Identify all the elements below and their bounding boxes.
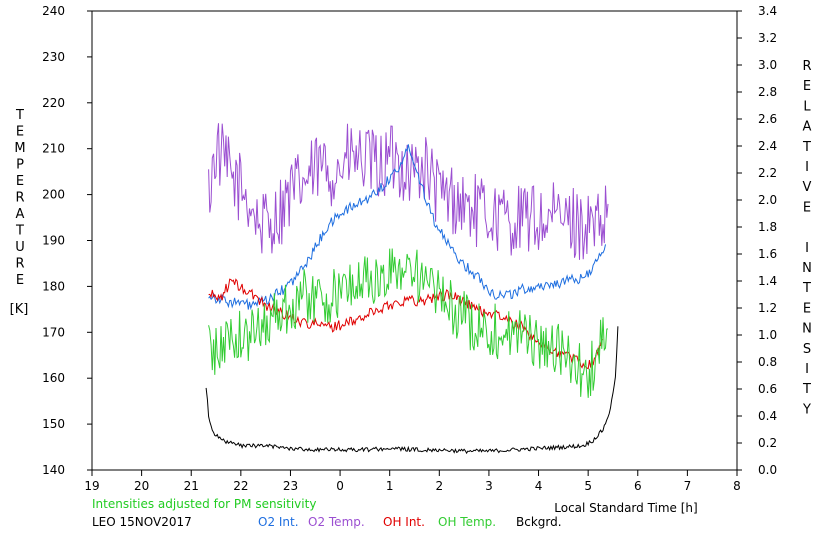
x-tick-label: 0 (336, 479, 344, 493)
left-axis-label-letter: E (16, 273, 24, 288)
right-axis-label-letter: I (805, 160, 809, 175)
series-bckgrd (205, 326, 619, 455)
right-axis-label-letter: E (803, 79, 811, 94)
legend-o2-int: O2 Int. (258, 515, 299, 529)
x-axis-label: Local Standard Time [h] (554, 501, 697, 515)
left-tick-label: 180 (42, 279, 65, 293)
x-tick-label: 19 (84, 479, 99, 493)
right-axis-label-letter: L (803, 99, 811, 114)
right-axis-label-letter: I (805, 362, 809, 377)
right-axis-label-letter: V (803, 180, 812, 195)
x-tick-label: 3 (485, 479, 493, 493)
right-tick-label: 2.2 (758, 166, 777, 180)
left-tick-label: 190 (42, 234, 65, 248)
legend-oh-temp: OH Temp. (438, 515, 496, 529)
series-layer (205, 123, 619, 455)
right-tick-label: 0.4 (758, 409, 777, 423)
x-tick-label: 22 (233, 479, 248, 493)
left-tick-label: 240 (42, 4, 65, 18)
right-axis-label-letter: R (802, 59, 811, 74)
left-axis-label-letter: E (16, 125, 24, 140)
left-tick-label: 210 (42, 142, 65, 156)
series-oh-temp (208, 248, 609, 398)
right-tick-label: 3.0 (758, 58, 777, 72)
series-o2-temp (208, 123, 609, 260)
right-tick-label: 1.0 (758, 328, 777, 342)
right-axis-label-letter: S (803, 342, 811, 357)
legend-bckgrd: Bckgrd. (516, 515, 562, 529)
left-tick-label: 230 (42, 50, 65, 64)
right-tick-label: 1.6 (758, 247, 777, 261)
series-oh-int (208, 278, 604, 370)
left-axis-label-letter: E (16, 174, 24, 189)
x-tick-label: 8 (733, 479, 741, 493)
right-tick-label: 2.0 (758, 193, 777, 207)
left-axis-label-letter: U (15, 240, 25, 255)
right-tick-label: 2.6 (758, 112, 777, 126)
left-tick-label: 160 (42, 371, 65, 385)
x-tick-label: 6 (634, 479, 642, 493)
left-axis-unit: [K] (10, 302, 29, 317)
right-axis-label-letter: T (802, 382, 811, 397)
right-axis-label-letter: I (805, 241, 809, 256)
left-tick-label: 220 (42, 96, 65, 110)
right-tick-label: 2.8 (758, 85, 777, 99)
right-axis-label-letter: E (803, 301, 811, 316)
left-axis-label-letter: R (15, 257, 24, 272)
right-tick-label: 0.0 (758, 463, 777, 477)
pm-sensitivity-note: Intensities adjusted for PM sensitivity (92, 497, 316, 511)
left-axis-label-letter: A (16, 207, 25, 222)
right-axis-label-letter: N (802, 322, 812, 337)
right-tick-label: 0.6 (758, 382, 777, 396)
x-tick-label: 2 (435, 479, 443, 493)
left-tick-label: 140 (42, 463, 65, 477)
x-tick-label: 21 (184, 479, 199, 493)
right-tick-label: 0.2 (758, 436, 777, 450)
x-tick-label: 4 (535, 479, 543, 493)
left-axis-label-letter: T (15, 108, 24, 123)
x-tick-label: 5 (584, 479, 592, 493)
station-date: LEO 15NOV2017 (92, 515, 192, 529)
x-tick-label: 20 (134, 479, 149, 493)
x-tick-label: 1 (386, 479, 394, 493)
right-axis: 0.0 0.2 0.4 0.6 0.8 1.0 1.2 1.4 1.6 1.8 2.0 2.2 2.4 2… (737, 4, 777, 477)
x-tick-label: 7 (684, 479, 692, 493)
right-axis-label-letter: N (802, 261, 812, 276)
legend-oh-int: OH Int. (383, 515, 425, 529)
left-axis-label-letter: M (14, 141, 25, 156)
right-axis-label-letter: Y (802, 402, 811, 417)
plot-frame (91, 10, 738, 471)
right-tick-label: 2.4 (758, 139, 777, 153)
right-tick-label: 3.2 (758, 31, 777, 45)
left-axis: 140 150 160 170 180 190 200 210 220 230 240 (42, 4, 92, 477)
left-axis-label-letter: R (15, 191, 24, 206)
right-axis-label-letter: A (803, 120, 812, 135)
right-axis-label-letter: T (802, 281, 811, 296)
legend: O2 Int. O2 Temp. OH Int. OH Temp. Bckgrd. (258, 515, 562, 529)
left-tick-label: 200 (42, 188, 65, 202)
right-tick-label: 3.4 (758, 4, 777, 18)
right-tick-label: 1.8 (758, 220, 777, 234)
legend-o2-temp: O2 Temp. (308, 515, 365, 529)
right-tick-label: 0.8 (758, 355, 777, 369)
x-axis: 19 20 21 22 23 0 1 2 3 4 5 6 7 8 (84, 470, 741, 493)
left-tick-label: 150 (42, 417, 65, 431)
x-tick-label: 23 (283, 479, 298, 493)
left-tick-label: 170 (42, 325, 65, 339)
right-tick-label: 1.2 (758, 301, 777, 315)
left-axis-label-letter: P (16, 158, 24, 173)
left-axis-label-letter: T (15, 224, 24, 239)
right-axis-label-letter: E (803, 200, 811, 215)
right-axis-label-letter: T (802, 140, 811, 155)
right-tick-label: 1.4 (758, 274, 777, 288)
